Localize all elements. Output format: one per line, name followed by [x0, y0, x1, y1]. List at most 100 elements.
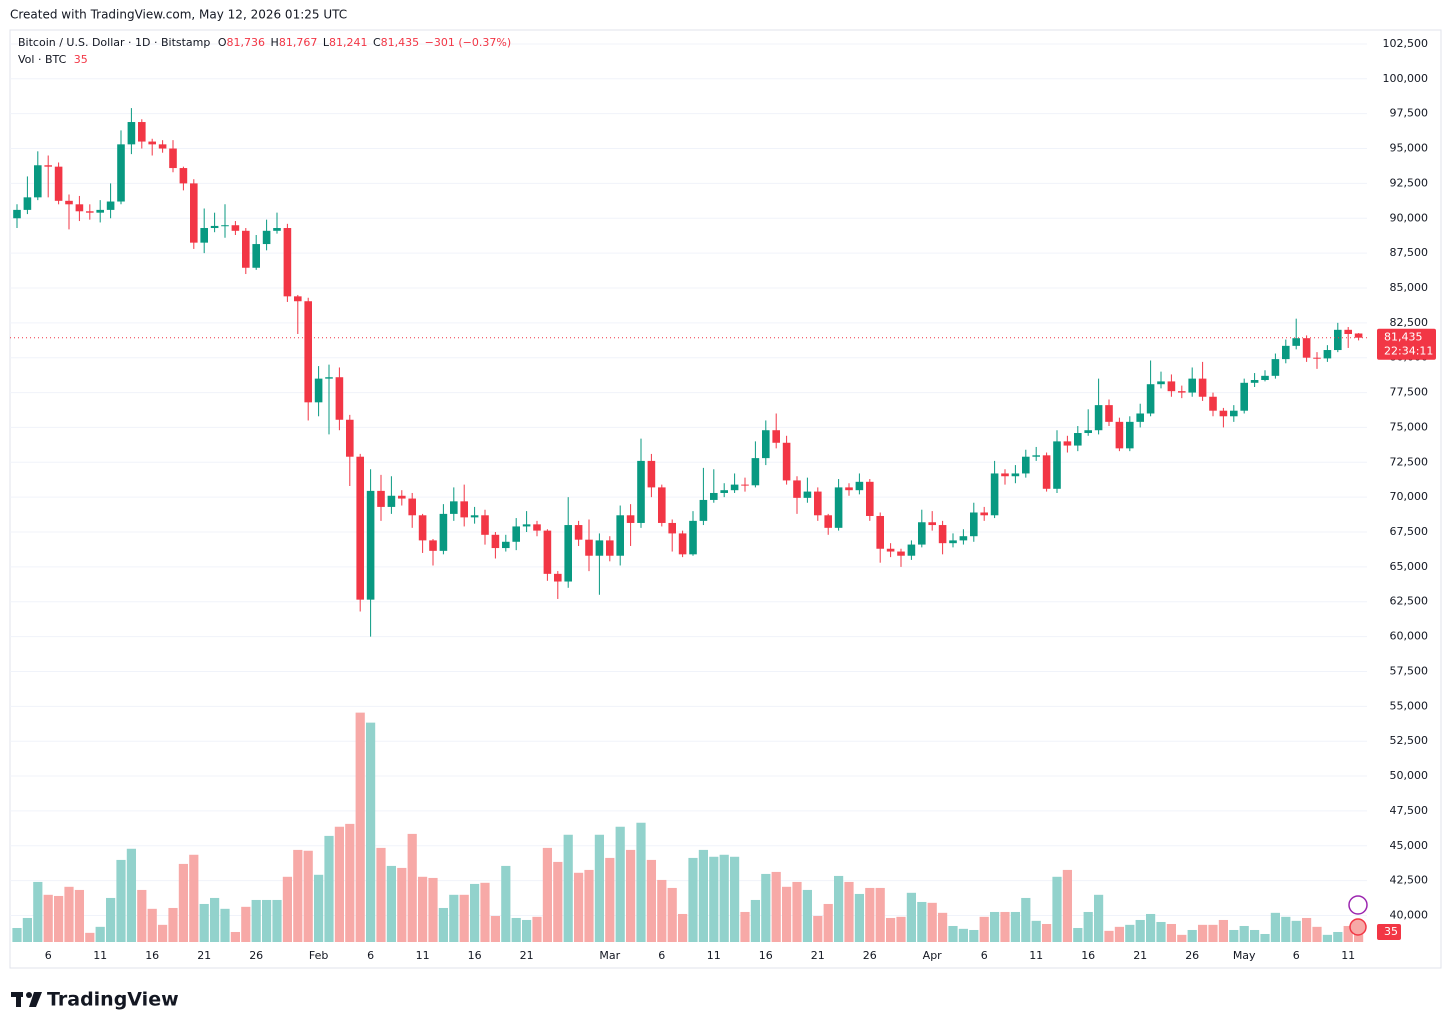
- candle-body: [1042, 455, 1051, 489]
- volume-bar: [1094, 894, 1104, 942]
- ohlc-value: 81,736: [227, 36, 266, 49]
- candle-body: [741, 484, 749, 486]
- candle-body: [803, 491, 812, 498]
- candle-body: [387, 495, 396, 507]
- volume-bar: [168, 907, 178, 942]
- candle-body: [221, 225, 229, 227]
- candle-body: [96, 209, 104, 213]
- x-tick-label: Feb: [309, 949, 328, 962]
- volume-bar: [106, 897, 116, 942]
- y-tick-label: 67,500: [1390, 525, 1429, 538]
- candle-body: [678, 533, 687, 555]
- volume-bar: [542, 847, 552, 942]
- candle-body: [346, 419, 354, 457]
- volume-bar: [917, 901, 927, 942]
- legend-line: Bitcoin / U.S. Dollar · 1D · Bitstamp O8…: [18, 36, 511, 49]
- volume-bar: [771, 871, 781, 942]
- ohlc-value: 81,767: [279, 36, 318, 49]
- candle-body: [574, 525, 583, 540]
- volume-bar: [22, 917, 32, 942]
- volume-bar: [54, 895, 64, 942]
- volume-bar: [1104, 930, 1114, 942]
- candle-body: [959, 536, 968, 541]
- volume-bar: [1156, 921, 1166, 942]
- volume-bar: [158, 924, 168, 942]
- candle-body: [928, 522, 936, 526]
- volume-bar: [126, 848, 136, 942]
- x-tick-label: 6: [981, 949, 988, 962]
- candle-body: [1198, 378, 1207, 397]
- candle-body: [481, 515, 489, 535]
- candle-body: [522, 524, 531, 527]
- volume-legend-line: Vol · BTC 35: [18, 53, 88, 66]
- x-tick-label: 6: [1293, 949, 1300, 962]
- candle-body: [1292, 338, 1300, 346]
- candle-body: [190, 183, 198, 243]
- candle-body: [554, 573, 562, 582]
- candle-body: [990, 473, 999, 516]
- candle-body: [1126, 421, 1134, 449]
- volume-bar: [626, 849, 636, 942]
- candle-body: [1022, 456, 1030, 474]
- volume-bar: [990, 911, 1000, 942]
- logo-mark: [29, 992, 42, 1007]
- candle-body: [502, 541, 510, 549]
- y-tick-label: 75,000: [1390, 420, 1429, 433]
- volume-bar: [397, 867, 407, 942]
- candle-body: [1334, 329, 1342, 351]
- volume-bar: [813, 915, 823, 942]
- volume-bar: [480, 882, 490, 942]
- x-tick-label: 6: [45, 949, 52, 962]
- candle-body: [949, 540, 957, 544]
- x-tick-label: 11: [707, 949, 721, 962]
- candle-body: [1001, 473, 1009, 477]
- volume-bar: [782, 886, 792, 942]
- y-tick-label: 65,000: [1390, 560, 1429, 573]
- volume-bar: [1208, 924, 1218, 942]
- grid: [10, 43, 1367, 917]
- y-tick-label: 82,500: [1390, 316, 1429, 329]
- volume-bar: [303, 850, 313, 942]
- volume-bar: [438, 907, 448, 942]
- volume-bar: [834, 875, 844, 942]
- volume-bar: [85, 932, 95, 942]
- candle-body: [720, 490, 728, 493]
- volume-bar: [1062, 869, 1072, 942]
- volume-bar: [636, 822, 646, 942]
- volume-bar: [522, 919, 532, 942]
- volume-bar: [272, 899, 282, 942]
- candle-body: [793, 480, 801, 498]
- volume-bar: [470, 883, 480, 942]
- chart-frame: [9, 29, 1442, 969]
- candle-body: [439, 513, 448, 551]
- countdown: 22:34:11: [1384, 345, 1433, 358]
- created-note: Created with TradingView.com, May 12, 20…: [10, 8, 347, 22]
- volume-bar: [532, 916, 542, 942]
- volume-bar: [844, 881, 854, 942]
- candle-body: [689, 520, 697, 555]
- volume-last: 35: [74, 53, 88, 66]
- volume-bar: [1322, 934, 1332, 942]
- candle-body: [273, 228, 281, 231]
- volume-bar: [407, 833, 417, 942]
- candle-body: [106, 201, 115, 210]
- volume-bar: [886, 917, 896, 942]
- volume-bar: [1343, 925, 1353, 942]
- x-tick-label: 26: [863, 949, 877, 962]
- volume-bar: [1198, 924, 1208, 942]
- candle-body: [1250, 380, 1259, 383]
- candle-body: [179, 168, 188, 184]
- volume-bar: [1021, 897, 1031, 942]
- volume-bar: [334, 826, 344, 942]
- ohlc-key: O: [218, 36, 227, 49]
- volume-bar: [1260, 933, 1270, 942]
- candle-body: [907, 544, 916, 556]
- y-tick-label: 90,000: [1390, 211, 1429, 224]
- y-tick-label: 100,000: [1383, 72, 1429, 85]
- volume-bar: [511, 917, 521, 942]
- candle-body: [564, 525, 572, 582]
- y-tick-label: 57,500: [1390, 664, 1429, 677]
- candle-body: [1344, 329, 1352, 334]
- volume-bar: [979, 916, 989, 942]
- candle-body: [1136, 413, 1144, 422]
